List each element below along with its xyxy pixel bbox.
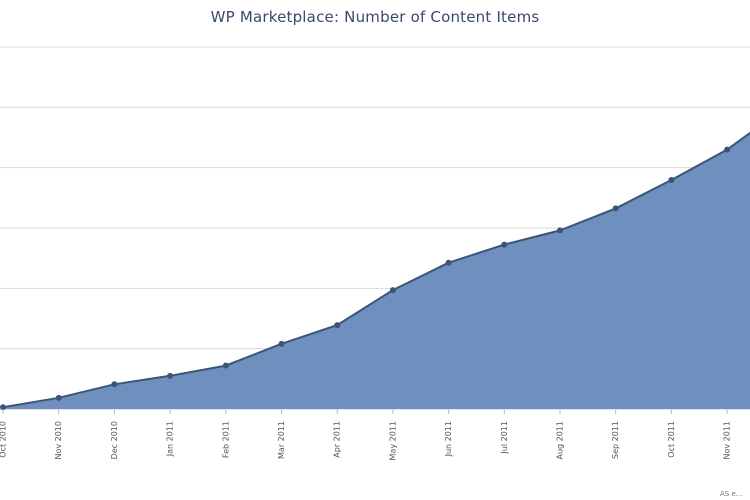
data-point[interactable] [668, 177, 675, 184]
data-point[interactable] [389, 287, 396, 294]
x-tick-label: Aug 2011 [556, 421, 565, 460]
x-tick-label: Jul 2011 [500, 421, 509, 455]
data-point[interactable] [278, 340, 285, 347]
x-tick-label: Nov 2010 [54, 421, 63, 460]
x-tick-label: Jun 2011 [444, 421, 453, 457]
data-point[interactable] [612, 205, 619, 212]
area-fill [3, 132, 750, 409]
data-point[interactable] [501, 241, 508, 248]
x-tick-label: Jan 2011 [166, 421, 175, 457]
x-tick-label: Sep 2011 [611, 421, 620, 459]
x-tick-label: Oct 2011 [667, 421, 676, 458]
chart-credit: AS e... [720, 490, 742, 498]
data-point[interactable] [222, 362, 229, 369]
data-point[interactable] [334, 322, 341, 329]
data-point[interactable] [167, 372, 174, 379]
x-axis: Oct 2010 Nov 2010 Dec 2010 Jan 2011 Feb 2011… [0, 409, 732, 460]
x-tick-label: Feb 2011 [221, 421, 230, 458]
data-point[interactable] [111, 381, 118, 388]
data-point[interactable] [557, 227, 563, 234]
x-tick-label: May 2011 [388, 421, 397, 460]
x-tick-label: Dec 2010 [110, 421, 119, 459]
chart-title: WP Marketplace: Number of Content Items [210, 8, 540, 26]
x-tick-label: Oct 2010 [0, 421, 8, 458]
data-point[interactable] [445, 259, 452, 266]
series-markers [0, 146, 731, 411]
x-tick-label: Mar 2011 [277, 421, 286, 459]
series-area [2, 131, 750, 409]
x-tick-label: Nov 2011 [723, 421, 732, 460]
data-point[interactable] [0, 404, 6, 411]
x-tick-label: Apr 2011 [333, 421, 342, 458]
data-point[interactable] [724, 146, 731, 153]
data-point[interactable] [55, 394, 62, 401]
